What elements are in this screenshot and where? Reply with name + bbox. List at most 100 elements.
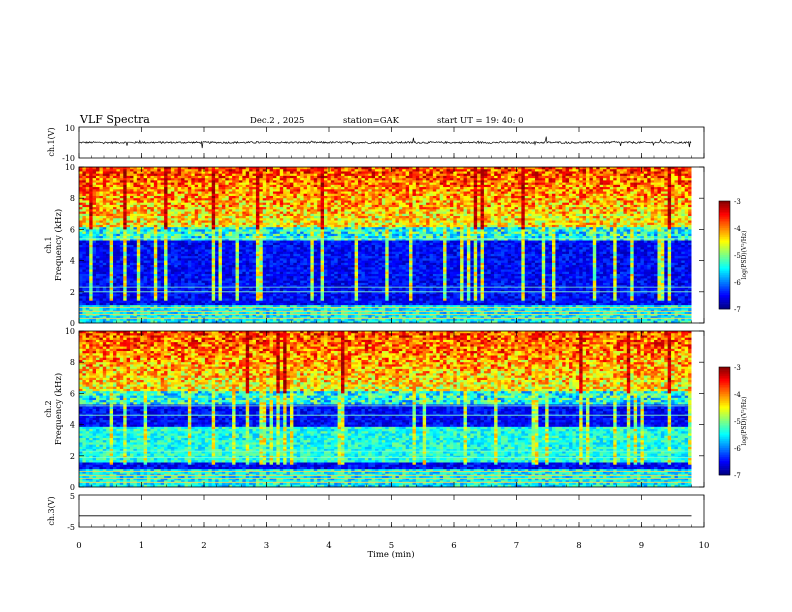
- spectrogram-cell: [473, 175, 478, 179]
- spectrogram-cell: [99, 173, 104, 177]
- spectrogram-cell: [249, 189, 253, 192]
- spectrogram-cell: [153, 220, 158, 224]
- spectrogram-cell: [677, 167, 682, 170]
- spectrogram-cell: [293, 187, 298, 190]
- spectrogram-cell: [211, 202, 216, 206]
- spectrogram-cell: [667, 175, 672, 179]
- spectrogram-cell: [613, 171, 617, 174]
- spectrogram-cell: [545, 169, 549, 172]
- spectrogram-cell: [565, 224, 570, 228]
- spectrogram-cell: [633, 200, 638, 203]
- spectrogram-cell: [524, 171, 529, 174]
- spectrogram-cell: [572, 195, 577, 199]
- spectrogram-cell: [517, 184, 522, 188]
- spectrogram-cell: [623, 169, 628, 172]
- spectrogram-cell: [140, 211, 144, 215]
- spectrogram-cell: [630, 180, 634, 183]
- spectrogram-cell: [412, 207, 417, 210]
- spectrogram-cell: [562, 175, 566, 179]
- spectrogram-cell: [616, 213, 621, 217]
- spectrogram-cell: [657, 178, 662, 181]
- spectrogram-cell: [395, 173, 400, 177]
- spectrogram-cell: [392, 184, 396, 188]
- spectrogram-cell: [398, 207, 403, 210]
- spectrogram-cell: [569, 200, 573, 203]
- spectrogram-cell: [358, 191, 362, 195]
- spectrogram-cell: [96, 173, 100, 177]
- spectrogram-cell: [572, 202, 577, 206]
- spectrogram-cell: [215, 169, 219, 172]
- spectrogram-cell: [402, 204, 406, 208]
- spectrogram-cell: [419, 198, 423, 201]
- spectrogram-cell: [225, 202, 230, 206]
- spectrogram-cell: [616, 224, 621, 228]
- spectrogram-cell: [466, 224, 471, 228]
- spectrogram-cell: [252, 175, 257, 179]
- spectrogram-cell: [293, 173, 298, 177]
- spectrogram-cell: [187, 175, 192, 179]
- spectrogram-cell: [466, 184, 471, 188]
- spectrogram-cell: [130, 224, 134, 228]
- spectrogram-cell: [252, 218, 257, 221]
- spectrogram-cell: [187, 198, 192, 201]
- spectrogram-cell: [296, 175, 301, 179]
- spectrogram-cell: [249, 213, 253, 217]
- spectrogram-cell: [164, 198, 168, 201]
- spectrogram-cell: [460, 220, 464, 224]
- spectrogram-cell: [96, 167, 100, 170]
- spectrogram-cell: [531, 209, 536, 212]
- spectrogram-cell: [174, 213, 178, 217]
- spectrogram-cell: [96, 189, 100, 192]
- spectrogram-cell: [317, 218, 321, 221]
- spectrogram-cell: [143, 220, 148, 224]
- spectrogram-cell: [300, 178, 304, 181]
- spectrogram-cell: [306, 182, 311, 186]
- spectrogram-cell: [422, 211, 427, 215]
- spectrogram-cell: [123, 216, 127, 219]
- spectrogram-cell: [575, 173, 580, 177]
- spectrogram-cell: [293, 191, 298, 195]
- spectrogram-cell: [558, 204, 563, 208]
- spectrogram-cell: [354, 200, 359, 203]
- spectrogram-cell: [208, 204, 213, 208]
- spectrogram-cell: [487, 198, 492, 201]
- spectrogram-cell: [235, 216, 240, 219]
- spectrogram-cell: [647, 191, 651, 195]
- spectrogram-cell: [620, 224, 624, 228]
- spectrogram-cell: [259, 198, 264, 201]
- spectrogram-cell: [664, 191, 668, 195]
- spectrogram-cell: [341, 193, 345, 197]
- spectrogram-cell: [225, 209, 230, 212]
- spectrogram-cell: [405, 169, 410, 172]
- spectrogram-cell: [592, 169, 597, 172]
- spectrogram-cell: [174, 169, 178, 172]
- spectrogram-cell: [249, 191, 253, 195]
- spectrogram-cell: [487, 216, 492, 219]
- spectrogram-cell: [351, 209, 355, 212]
- spectrogram-cell: [320, 169, 325, 172]
- spectrogram-cell: [633, 175, 638, 179]
- spectrogram-cell: [548, 195, 553, 199]
- spectrogram-cell: [361, 178, 366, 181]
- spectrogram-cell: [531, 187, 536, 190]
- spectrogram-cell: [347, 202, 352, 206]
- spectrogram-cell: [545, 187, 549, 190]
- spectrogram-cell: [344, 213, 349, 217]
- spectrogram-cell: [671, 195, 675, 199]
- spectrogram-cell: [609, 204, 614, 208]
- spectrogram-cell: [436, 193, 440, 197]
- spectrogram-cell: [562, 198, 566, 201]
- spectrogram-cell: [545, 191, 549, 195]
- spectrogram-cell: [276, 209, 281, 212]
- spectrogram-cell: [269, 209, 274, 212]
- spectrogram-cell: [313, 198, 318, 201]
- spectrogram-cell: [330, 216, 335, 219]
- spectrogram-cell: [460, 173, 464, 177]
- spectrogram-cell: [582, 213, 587, 217]
- spectrogram-cell: [113, 171, 117, 174]
- spectrogram-cell: [575, 211, 580, 215]
- spectrogram-cell: [266, 173, 270, 177]
- spectrogram-cell: [361, 187, 366, 190]
- spectrogram-cell: [432, 169, 437, 172]
- spectrogram-cell: [449, 178, 454, 181]
